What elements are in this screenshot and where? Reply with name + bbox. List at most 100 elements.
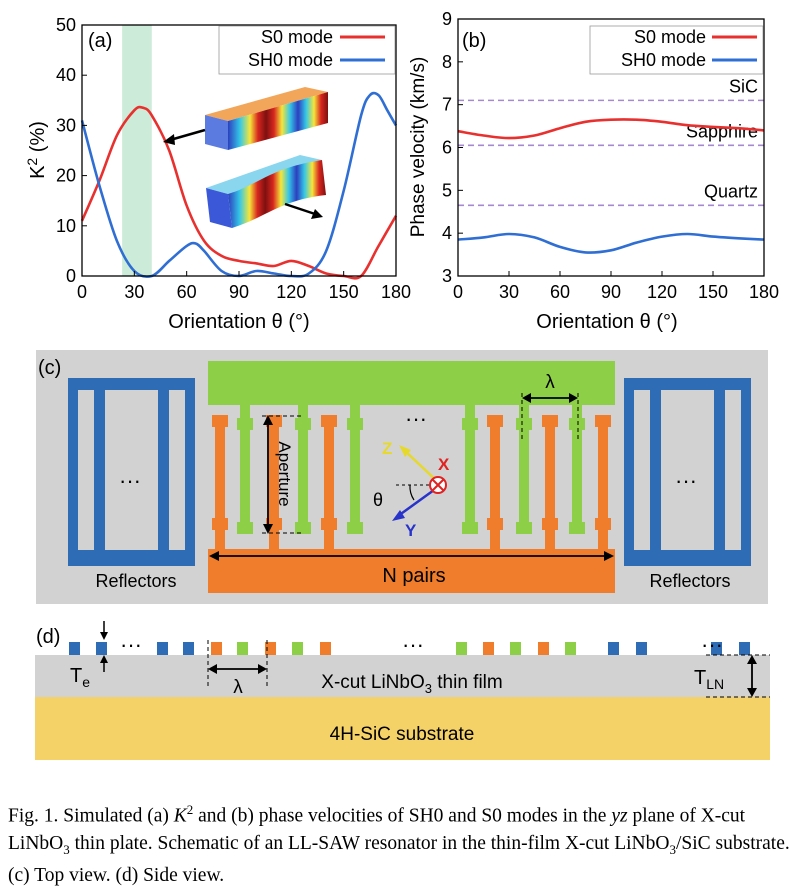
electrode-reflector — [183, 642, 194, 655]
electrode-dots-right: ··· — [701, 632, 723, 657]
panel-d-side-view: (d) ··· ··· ··· Te λ TLN X-cut LiNbO3 th… — [35, 621, 770, 760]
chart-a-xtick-label: 30 — [124, 282, 144, 302]
idt-finger-green — [519, 405, 529, 533]
chart-b-ytick-label: 5 — [442, 180, 452, 200]
chart-b-ytick-label: 3 — [442, 266, 452, 286]
legend-b-sh0-label: SH0 mode — [621, 50, 706, 70]
electrode-idt — [265, 642, 276, 655]
chart-a-xtick-label: 60 — [177, 282, 197, 302]
chart-b-ytick-label: 4 — [442, 223, 452, 243]
chart-a-xtick-label: 0 — [77, 282, 87, 302]
idt-fingers — [212, 405, 611, 549]
chart-a-legend: S0 mode SH0 mode — [218, 25, 396, 75]
electrode-reflector — [739, 642, 750, 655]
arrow-to-sh0-curve — [284, 202, 316, 216]
panel-c-top-view: (c) Reflectors Reflectors ··· ··· ··· Ap… — [36, 350, 768, 604]
chart-b-ytick-label: 9 — [442, 9, 452, 29]
chart-a-ytick-label: 0 — [66, 266, 76, 286]
chart-b-xtick-label: 60 — [550, 282, 570, 302]
idt-finger-green — [240, 405, 250, 533]
idt-finger-green — [465, 405, 475, 533]
chart-a-ylabel: K2 (%) — [24, 121, 49, 179]
chart-b-xtick-label: 30 — [499, 282, 519, 302]
idt-finger-orange — [545, 415, 555, 549]
chart-b-ytick-label: 6 — [442, 138, 452, 158]
electrode-idt — [211, 642, 222, 655]
electrode-reflector — [636, 642, 647, 655]
chart-b-ref-label-sapphire: Sapphire — [686, 121, 758, 141]
chart-b-series-sh0-line — [457, 232, 765, 254]
electrode-idt — [237, 642, 248, 655]
chart-a-ytick-label: 10 — [56, 216, 76, 236]
chart-b-panel-label: (b) — [462, 30, 486, 52]
reflectors-label-right: Reflectors — [649, 571, 730, 591]
reflector-dots-right: ··· — [675, 468, 697, 493]
electrode-idt — [292, 642, 303, 655]
chart-b-xtick-label: 120 — [647, 282, 677, 302]
te-label: Te — [70, 665, 90, 690]
chart-a: 0 30 60 90 120 150 180 0 10 20 30 40 50 (a) Orientat… — [24, 15, 411, 333]
s0-mode-shape-inset — [205, 87, 328, 150]
electrode-idt — [320, 642, 331, 655]
electrode-reflector — [157, 642, 168, 655]
chart-a-xlabel: Orientation θ (°) — [168, 311, 309, 333]
reflectors-label-left: Reflectors — [95, 571, 176, 591]
axis-y-label: Y — [405, 521, 417, 540]
idt-finger-green — [572, 405, 582, 533]
chart-b-ref-label-quartz: Quartz — [704, 181, 758, 201]
idt-finger-green — [298, 405, 308, 533]
lambda-label-top: λ — [545, 372, 555, 393]
electrode-dots-left: ··· — [120, 632, 142, 657]
theta-label: θ — [373, 490, 383, 510]
n-pairs-label: N pairs — [382, 565, 445, 587]
chart-b-xlabel: Orientation θ (°) — [536, 311, 677, 333]
electrode-dots-mid: ··· — [402, 632, 424, 657]
substrate-label: 4H-SiC substrate — [330, 724, 475, 745]
chart-a-ytick-label: 50 — [56, 15, 76, 35]
chart-a-panel-label: (a) — [88, 30, 112, 52]
chart-b-ref-label-sic: SiC — [729, 76, 758, 96]
chart-b-ytick-label: 7 — [442, 95, 452, 115]
panel-d-label: (d) — [36, 626, 60, 648]
tln-label: TLN — [694, 667, 724, 692]
chart-b-xtick-label: 90 — [601, 282, 621, 302]
chart-b: SiC Sapphire Quartz 0 30 60 90 120 150 180 3 4 5 6 7 8… — [408, 9, 779, 333]
idt-finger-orange — [215, 415, 225, 549]
aperture-label: Aperture — [275, 441, 294, 506]
electrode-reflector — [96, 642, 107, 655]
axis-z-label: Z — [382, 439, 392, 458]
chart-b-xtick-label: 180 — [749, 282, 779, 302]
chart-a-xtick-label: 90 — [229, 282, 249, 302]
electrode-idt — [483, 642, 494, 655]
arrow-head-s0 — [163, 134, 175, 145]
chart-b-xtick-label: 0 — [453, 282, 463, 302]
electrode-idt — [538, 642, 549, 655]
legend-b-s0-label: S0 mode — [634, 27, 706, 47]
chart-a-ytick-label: 40 — [56, 65, 76, 85]
legend-a-s0-label: S0 mode — [261, 27, 333, 47]
chart-a-ytick-label: 20 — [56, 166, 76, 186]
reflector-dots-left: ··· — [119, 468, 141, 493]
chart-b-legend: S0 mode SH0 mode — [589, 25, 764, 75]
chart-a-xtick-label: 180 — [381, 282, 411, 302]
film-label: X-cut LiNbO3 thin film — [321, 672, 502, 696]
chart-a-xtick-label: 150 — [329, 282, 359, 302]
chart-b-ytick-label: 8 — [442, 52, 452, 72]
chart-a-ytick-label: 30 — [56, 115, 76, 135]
electrode-reflector — [608, 642, 619, 655]
idt-finger-orange — [598, 415, 608, 549]
lambda-label-side: λ — [233, 677, 243, 698]
chart-b-series-s0-line — [457, 118, 765, 140]
arrow-to-s0-curve — [169, 128, 206, 142]
chart-a-xtick-label: 120 — [276, 282, 306, 302]
electrode-reflector — [711, 642, 722, 655]
axis-x-label: X — [438, 455, 450, 474]
electrode-idt — [510, 642, 521, 655]
idt-finger-orange — [490, 415, 500, 549]
chart-b-xtick-label: 150 — [698, 282, 728, 302]
arrow-head-sh0 — [311, 209, 323, 219]
linbo3-film-layer — [35, 655, 770, 697]
chart-b-ylabel: Phase velocity (km/s) — [408, 57, 429, 238]
crystal-axes-indicator: Z Y X θ — [373, 439, 450, 540]
